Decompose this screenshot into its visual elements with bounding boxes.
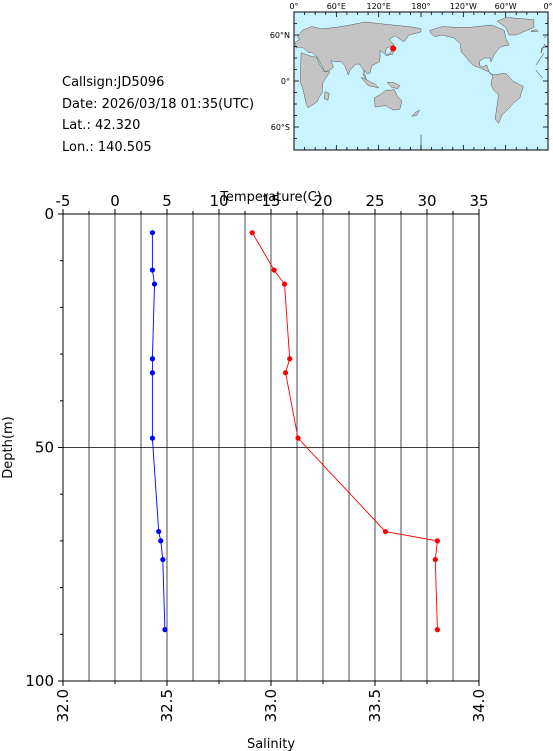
land-mass-2-0 [429,24,510,76]
salinity-tick-label: 33.0 [262,689,280,722]
land-mass-12-0 [324,91,330,101]
longitude-label: Lon.: 140.505 [62,139,152,155]
temperature-point [271,267,277,273]
land-mass-10-2 [543,36,547,39]
land-mass-3-0 [490,73,524,124]
salinity-point [151,281,158,287]
world-map: 0° 60°E 120°E 180° 120°W 60°W 0° 60°N 0° 60°S [270,2,553,151]
map-lon-label: 180° [411,2,430,11]
map-lat-label: 0° [281,77,290,86]
depth-tick-label: 0 [44,205,54,223]
temperature-point [432,556,438,563]
station-marker [390,45,397,52]
salinity-line [151,232,166,630]
salinity-tick-label: 32.5 [158,689,176,722]
land-mass-5-0 [496,17,535,36]
depth-tick-label: 50 [35,439,54,457]
map-lon-label: 0° [543,2,552,11]
temperature-tick-label: 20 [313,192,332,210]
date-label: Date: 2026/03/18 01:35(UTC) [62,96,255,112]
temperature-tick-label: -5 [56,192,71,210]
latitude-label: Lat.: 42.320 [62,118,141,133]
temperature-point [249,230,255,236]
temperature-point [281,281,288,287]
salinity-point [149,356,156,362]
land-mass-1-2 [535,70,543,79]
depth-tick-label: 100 [25,672,54,690]
temperature-tick-label: 10 [209,192,228,210]
salinity-point [149,370,156,376]
salinity-point [149,267,156,273]
map-lon-label: 0° [289,2,298,11]
temperature-tick-label: 30 [417,192,436,210]
salinity-series [149,230,168,633]
temperature-tick-label: 25 [365,192,384,210]
temperature-tick-label: 15 [261,192,280,210]
land-mass-4-0 [374,89,403,111]
salinity-point [162,627,168,633]
land-mass-9-0 [386,82,401,89]
temperature-point [434,538,440,544]
temperature-axis-label: Temperature(C) [219,190,322,205]
salinity-point [149,435,156,441]
temperature-line [251,232,438,630]
temperature-point [434,627,440,633]
map-lon-label: 120°E [367,2,391,11]
salinity-point [156,528,162,535]
salinity-point [160,556,166,563]
map-lon-label: 120°W [450,2,477,11]
land-masses [295,17,548,150]
temperature-tick-label: 35 [469,192,488,210]
land-mass-1-1 [300,52,331,109]
depth-axis-label: Depth(m) [1,416,16,478]
temperature-tick-label: 0 [110,192,120,210]
station-info: Callsign:JD5096 Date: 2026/03/18 01:35(U… [62,72,254,158]
grid-lines [63,214,479,681]
salinity-tick-label: 33.5 [366,689,384,722]
land-mass-1-0 [535,53,545,66]
land-mass-13-0 [530,29,539,33]
map-lon-label: 60°E [327,2,346,11]
temperature-series [249,230,440,633]
temperature-point [287,356,293,362]
map-lon-label: 60°W [495,2,517,11]
salinity-tick-label: 34.0 [470,689,488,722]
salinity-axis-label: Salinity [247,737,295,751]
land-mass-11-0 [411,109,421,117]
salinity-point [158,538,164,544]
temperature-point [295,435,301,441]
temperature-point [382,528,388,535]
callsign-label: Callsign:JD5096 [62,75,165,90]
land-mass-8-0 [360,76,380,89]
temperature-point [282,370,289,376]
temperature-tick-label: 5 [162,192,172,210]
map-lat-label: 60°S [271,123,290,132]
map-lat-label: 60°N [270,31,290,40]
salinity-point [149,230,156,236]
salinity-tick-label: 32.0 [54,689,72,722]
